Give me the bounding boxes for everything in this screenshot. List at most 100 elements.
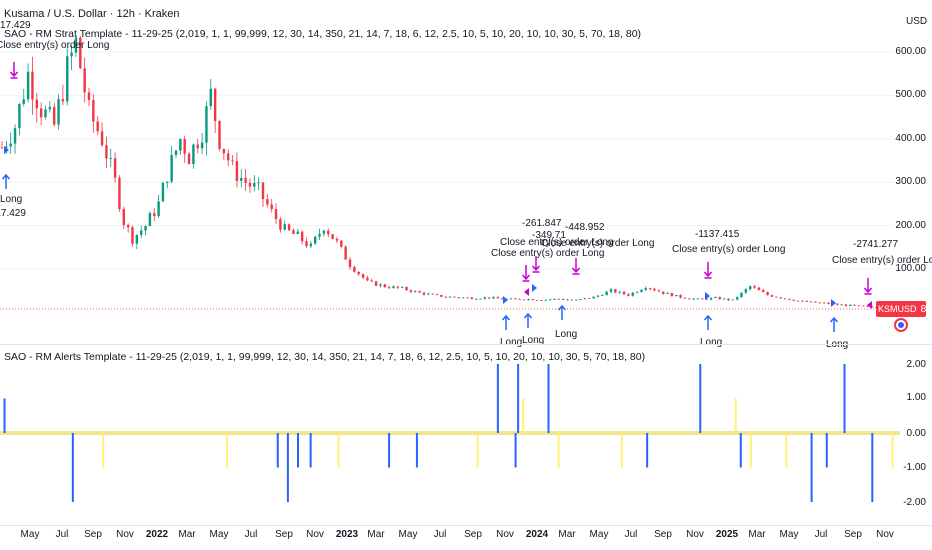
- candle-body: [648, 288, 652, 289]
- candle-body: [431, 293, 434, 295]
- price-axis-label-500: 500.00: [895, 89, 926, 100]
- time-label: Mar: [178, 529, 196, 540]
- signal-bar-blue: [547, 364, 550, 433]
- candle-body: [283, 224, 286, 230]
- candle-body: [26, 71, 30, 100]
- signal-bar-blue: [297, 433, 300, 468]
- candle-body: [409, 290, 413, 292]
- candle-body: [583, 298, 587, 300]
- strategy-legend[interactable]: SAO - RM Strat Template - 11-29-25 (2,01…: [4, 28, 642, 40]
- candle-body: [675, 294, 678, 297]
- signal-bar-blue: [843, 364, 846, 433]
- candle-body: [109, 158, 112, 160]
- signal-bar-blue: [810, 433, 813, 502]
- candle-body: [222, 148, 226, 154]
- time-label: Sep: [464, 529, 482, 540]
- candle-body: [709, 297, 713, 300]
- candle-body: [483, 297, 487, 299]
- candle-body: [470, 297, 473, 300]
- candle-body: [457, 297, 460, 299]
- candle-body: [218, 120, 221, 149]
- candle-body: [553, 298, 556, 300]
- candle-body: [279, 219, 282, 230]
- candle-body: [179, 139, 182, 151]
- trade-marker-icon: [503, 296, 508, 304]
- price-chart-svg[interactable]: [0, 0, 932, 340]
- candle-body: [540, 300, 543, 302]
- time-axis-border: [0, 525, 932, 526]
- candle-body: [244, 177, 247, 183]
- candle-body: [818, 302, 821, 304]
- candle-body: [231, 160, 234, 162]
- indicator-chart-svg[interactable]: [0, 345, 932, 525]
- signal-bar-blue: [388, 433, 391, 468]
- signal-bar-blue: [309, 433, 312, 468]
- candle-body: [635, 291, 639, 293]
- signal-bar-yellow: [620, 433, 623, 468]
- candle-body: [248, 182, 252, 187]
- candle-body: [196, 144, 199, 149]
- candle-body: [844, 304, 848, 306]
- candle-body: [718, 297, 721, 300]
- candle-body: [422, 292, 426, 295]
- candle-body: [453, 296, 456, 298]
- candle-body: [253, 182, 256, 187]
- trade-close-label: Close entry(s) order Long: [541, 238, 655, 249]
- candle-body: [144, 225, 147, 231]
- candle-body: [418, 291, 421, 293]
- candle-body: [227, 153, 230, 161]
- long-entry-arrow-head-icon: [501, 314, 511, 321]
- close-order-arrow-head-icon: [703, 271, 713, 278]
- time-label: May: [779, 529, 799, 540]
- candle-body: [13, 128, 17, 144]
- candle-body: [440, 295, 443, 297]
- candle-body: [135, 234, 139, 244]
- candle-body: [727, 298, 730, 301]
- candle-body: [435, 294, 439, 296]
- candle-body: [744, 289, 748, 293]
- last-price-tag[interactable]: KSMUSD 8.70: [876, 301, 932, 317]
- candle-body: [827, 302, 830, 304]
- candle-body: [514, 298, 517, 300]
- candle-body: [70, 52, 73, 57]
- candle-body: [405, 286, 408, 291]
- candle-body: [566, 299, 569, 301]
- trade-value-label: -261.847: [522, 218, 562, 229]
- candle-body: [53, 106, 56, 125]
- signal-bar-blue: [646, 433, 649, 468]
- candle-body: [105, 145, 108, 159]
- candle-body: [166, 181, 169, 183]
- candle-body: [161, 182, 165, 202]
- time-label: May: [589, 529, 609, 540]
- time-label-year: 2025: [715, 529, 739, 540]
- candle-body: [335, 238, 339, 241]
- candle-body: [9, 143, 12, 147]
- candle-body: [348, 259, 352, 268]
- candle-body: [644, 288, 647, 290]
- candle-body: [22, 99, 25, 104]
- trade-close-label: Close entry(s) order Long: [500, 237, 614, 248]
- signal-bar-blue: [276, 433, 279, 468]
- trade-value-label: -349.71: [532, 230, 566, 241]
- candle-body: [131, 227, 134, 244]
- candle-body: [466, 297, 469, 299]
- candle-body: [74, 37, 78, 53]
- trade-marker-icon: [4, 146, 9, 154]
- currency-label[interactable]: USD: [906, 16, 928, 27]
- candle-body: [235, 161, 239, 181]
- pane-separator[interactable]: [0, 344, 932, 345]
- candle-body: [557, 298, 560, 300]
- trade-marker-icon: [532, 284, 537, 292]
- candle-body: [488, 297, 491, 299]
- indicator-legend[interactable]: SAO - RM Alerts Template - 11-29-25 (2,0…: [4, 351, 646, 363]
- close-order-arrow-head-icon: [531, 265, 541, 272]
- alert-icon[interactable]: [894, 318, 908, 332]
- time-label: Jul: [624, 529, 638, 540]
- candle-body: [531, 299, 534, 301]
- trade-value-label: 17.429: [0, 20, 31, 31]
- candle-body: [240, 177, 243, 181]
- candle-body: [783, 298, 787, 300]
- candle-body: [370, 280, 373, 282]
- candle-body: [205, 106, 208, 143]
- candle-body: [735, 297, 739, 300]
